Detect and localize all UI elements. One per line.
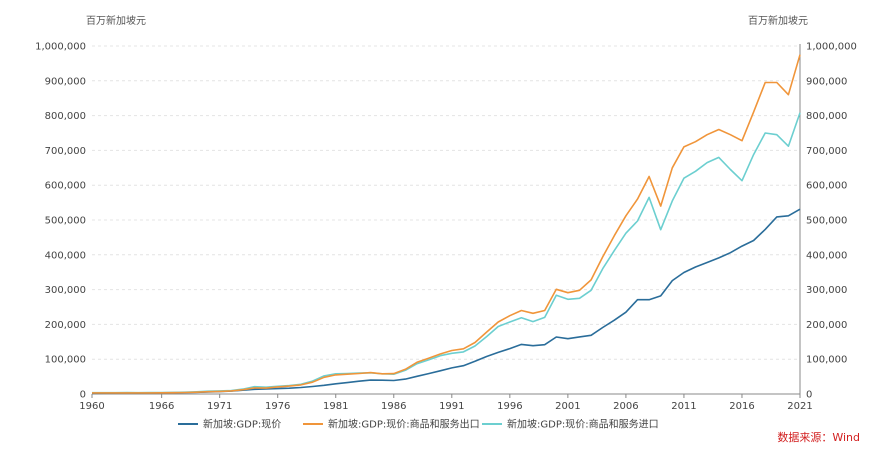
y-tick-label-right: 1,000,000: [806, 42, 857, 53]
y-tick-label-right: 0: [806, 390, 812, 401]
y-tick-label-right: 500,000: [806, 216, 847, 227]
x-tick-label: 2016: [729, 401, 754, 412]
series-line-exports: [92, 54, 801, 394]
y-tick-label-left: 200,000: [45, 320, 86, 331]
y-tick-label-right: 600,000: [806, 181, 847, 192]
y-tick-label-right: 300,000: [806, 285, 847, 296]
x-tick-label: 1966: [149, 401, 174, 412]
x-tick-label: 2006: [613, 401, 638, 412]
y-tick-label-left: 700,000: [45, 146, 86, 157]
x-tick-label: 1981: [323, 401, 348, 412]
y-tick-label-left: 100,000: [45, 355, 86, 366]
legend-label-imports: 新加坡:GDP:现价:商品和服务进口: [507, 418, 659, 431]
y-tick-label-right: 100,000: [806, 355, 847, 366]
x-tick-label: 1971: [207, 401, 232, 412]
x-tick-label: 2021: [787, 401, 812, 412]
grid-layer: [92, 45, 800, 360]
y-tick-label-right: 800,000: [806, 111, 847, 122]
y-tick-label-left: 300,000: [45, 285, 86, 296]
legend-label-gdp: 新加坡:GDP:现价: [203, 418, 281, 431]
x-tick-label: 1976: [265, 401, 290, 412]
series-line-gdp: [91, 208, 801, 395]
legend-label-exports: 新加坡:GDP:现价:商品和服务出口: [328, 418, 480, 431]
x-tick-label: 2001: [555, 401, 580, 412]
y-tick-label-right: 200,000: [806, 320, 847, 331]
x-tick-label: 1986: [381, 401, 406, 412]
y-tick-label-left: 0: [80, 390, 86, 401]
y-tick-label-left: 1,000,000: [35, 42, 86, 53]
y-tick-label-right: 400,000: [806, 250, 847, 261]
source-note: 数据来源：Wind: [777, 430, 860, 444]
y-tick-label-right: 900,000: [806, 76, 847, 87]
legend: 新加坡:GDP:现价 新加坡:GDP:现价:商品和服务出口 新加坡:GDP:现价:商…: [178, 418, 659, 431]
series-layer: [91, 54, 801, 395]
axis-layer: 0 0 100,000 100,000 200,000 200,000 300,000 300…: [35, 42, 857, 413]
x-tick-label: 1960: [79, 401, 104, 412]
x-tick-label: 2011: [671, 401, 696, 412]
y-unit-right: 百万新加坡元: [748, 14, 808, 27]
y-tick-label-left: 900,000: [45, 76, 86, 87]
y-tick-label-left: 500,000: [45, 216, 86, 227]
y-tick-label-left: 600,000: [45, 181, 86, 192]
y-tick-label-right: 700,000: [806, 146, 847, 157]
x-tick-label: 1996: [497, 401, 522, 412]
x-tick-label: 1991: [439, 401, 464, 412]
y-unit-left: 百万新加坡元: [86, 14, 146, 27]
series-line-imports: [92, 112, 801, 394]
y-tick-label-left: 400,000: [45, 250, 86, 261]
y-tick-label-left: 800,000: [45, 111, 86, 122]
